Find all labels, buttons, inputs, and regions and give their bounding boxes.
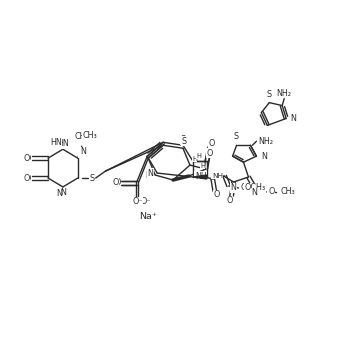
Text: N: N [261,152,267,161]
Text: S: S [181,137,186,146]
Text: N: N [80,147,86,156]
Text: O: O [24,174,30,183]
Text: O: O [207,149,213,158]
Text: O: O [112,179,119,188]
Text: N: N [290,114,296,123]
Text: O: O [240,184,247,193]
Text: S: S [267,90,272,99]
Text: O: O [23,174,30,183]
Text: HN: HN [57,139,69,148]
Text: CH₃: CH₃ [280,188,295,197]
Text: N: N [56,189,62,198]
Text: S: S [89,174,94,183]
Text: S: S [180,135,185,144]
Text: N: N [145,171,151,180]
Text: O⁻: O⁻ [140,197,151,206]
Text: NH₂: NH₂ [258,137,273,146]
Text: S: S [89,174,94,183]
Text: NH: NH [195,171,207,180]
Text: O: O [23,154,30,163]
Text: N: N [60,188,66,197]
Text: N: N [252,188,257,197]
Text: H: H [192,156,197,162]
Polygon shape [193,175,207,179]
Text: H: H [196,153,201,159]
Text: H: H [200,163,205,169]
Text: Na⁺: Na⁺ [139,212,157,221]
Text: N: N [231,184,237,193]
Text: O: O [226,196,233,205]
Text: S: S [234,132,239,141]
Text: Na⁺: Na⁺ [139,213,157,222]
Text: O: O [268,188,275,197]
Text: OCH₃: OCH₃ [245,184,266,193]
Text: NH₂: NH₂ [277,89,292,98]
Text: O: O [114,179,121,188]
Text: CH₃: CH₃ [75,132,89,141]
Text: O⁻: O⁻ [132,197,143,206]
Text: N: N [147,168,153,177]
Text: O: O [213,190,220,199]
Text: O: O [208,139,215,148]
Text: O: O [24,154,30,163]
Text: N: N [79,148,85,157]
Text: CH₃: CH₃ [83,131,98,140]
Text: NH: NH [212,173,223,179]
Text: HN: HN [50,138,62,147]
